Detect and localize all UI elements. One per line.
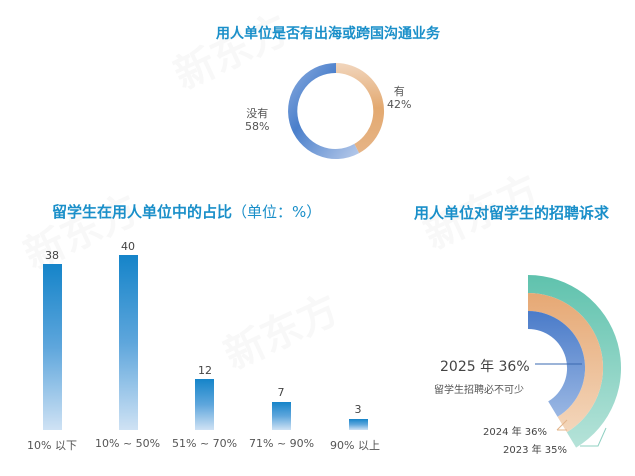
radial-caption: 留学生招聘必不可少: [434, 385, 524, 396]
leader-2023: [580, 427, 607, 447]
bar-10-50: [119, 255, 138, 430]
bar-category: 51% ~ 70%: [172, 437, 238, 450]
bar-category: 71% ~ 90%: [249, 437, 315, 450]
donut-slice-yes: [336, 62, 385, 154]
bar-title-unit: （单位：%）: [232, 203, 322, 221]
donut-ring: [288, 62, 385, 159]
bar-title: 留学生在用人单位中的占比（单位：%）: [52, 203, 322, 221]
ring-2025: [528, 310, 586, 417]
bar-90-above: [349, 419, 368, 430]
ring-2023: [528, 275, 622, 448]
bar-value: 38: [45, 249, 59, 262]
donut-label-no: 没有 58%: [245, 107, 270, 133]
bar-71-90: [272, 402, 291, 430]
bar-category: 10% ~ 50%: [95, 437, 161, 450]
leader-2024: [556, 419, 568, 431]
ring-2024: [528, 293, 604, 433]
bar-category: 90% 以上: [330, 439, 380, 452]
donut-label-yes: 有 42%: [387, 85, 412, 111]
radial-title: 用人单位对留学生的招聘诉求: [414, 204, 610, 222]
bar-value: 7: [277, 386, 285, 399]
bar-10-below: [43, 264, 62, 430]
radial-label-2023: 2023 年 35%: [503, 445, 568, 456]
bar-category: 10% 以下: [27, 439, 77, 452]
bar-value: 3: [354, 403, 362, 416]
donut-slice-no: [288, 63, 360, 159]
bar-value: 40: [121, 240, 135, 253]
donut-title: 用人单位是否有出海或跨国沟通业务: [216, 26, 440, 42]
bar-value: 12: [198, 364, 212, 377]
radial-main-label: 2025 年 36%: [440, 359, 530, 375]
radial-label-2024: 2024 年 36%: [483, 427, 548, 438]
bar-51-70: [195, 379, 214, 430]
